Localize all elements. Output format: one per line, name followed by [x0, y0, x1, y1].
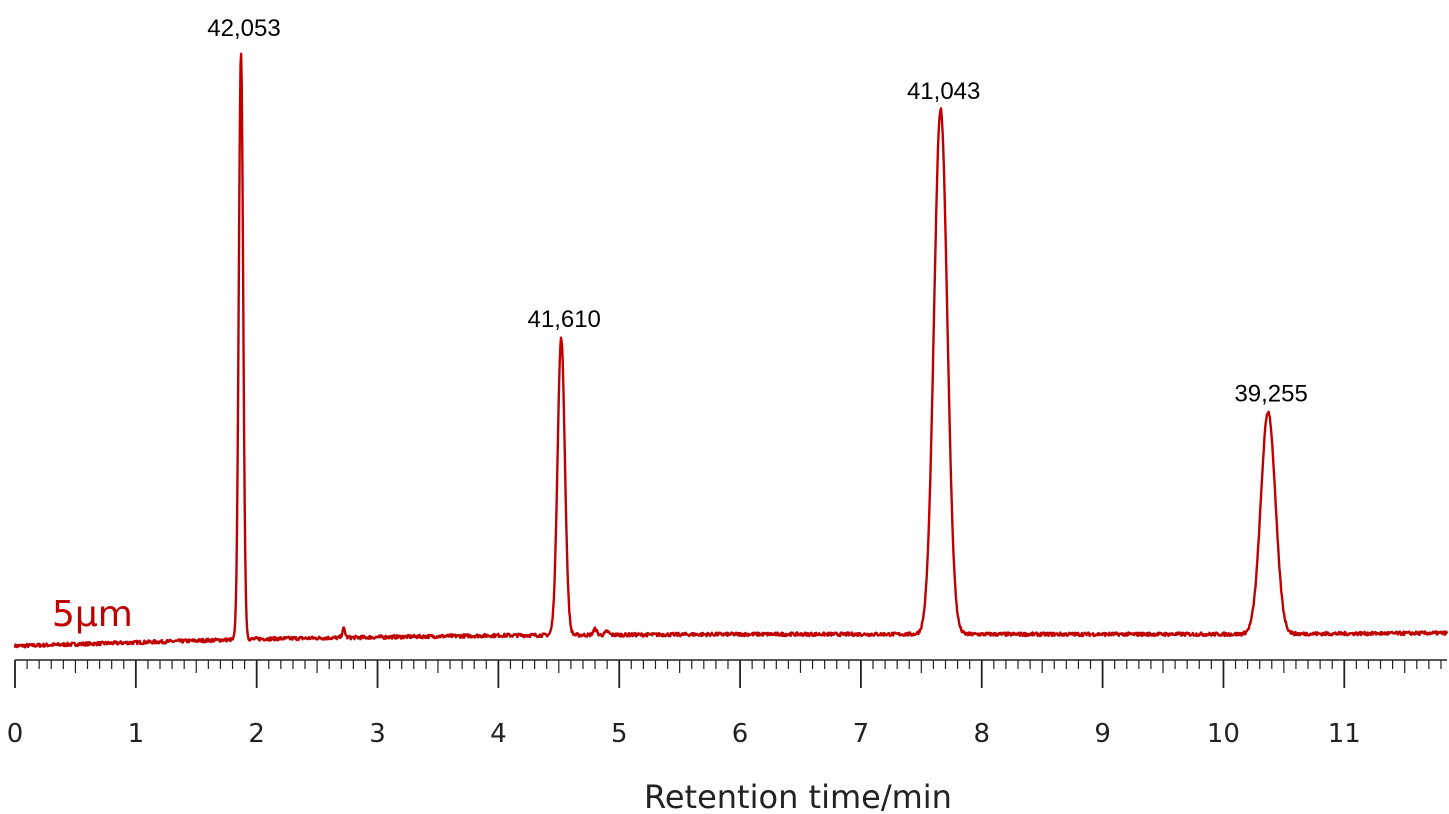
x-tick-label: 11: [1328, 719, 1361, 749]
x-tick-label: 6: [732, 719, 749, 749]
x-tick-label: 1: [128, 719, 145, 749]
x-tick-label: 9: [1094, 719, 1111, 749]
peak-label: 42,053: [207, 15, 280, 42]
x-tick-label: 0: [7, 719, 24, 749]
peak-label: 41,610: [528, 306, 601, 333]
x-axis-title: Retention time/min: [644, 778, 952, 814]
x-tick-label: 7: [853, 719, 870, 749]
chromatogram-trace: [13, 52, 1449, 649]
x-tick-label: 4: [490, 719, 507, 749]
series-label: 5μm: [52, 594, 133, 635]
peak-labels: 42,053 41,610 41,043 39,255: [207, 15, 1308, 408]
x-tick-labels: 0 1 2 3 4 5 6 7 8 9 10 11: [7, 719, 1361, 749]
x-tick-label: 10: [1207, 719, 1240, 749]
x-axis: [14, 659, 1447, 688]
x-tick-label: 8: [973, 719, 990, 749]
x-tick-label: 3: [369, 719, 386, 749]
x-tick-label: 5: [611, 719, 628, 749]
x-tick-label: 2: [248, 719, 265, 749]
peak-label: 41,043: [907, 78, 980, 105]
peak-label: 39,255: [1234, 381, 1307, 408]
